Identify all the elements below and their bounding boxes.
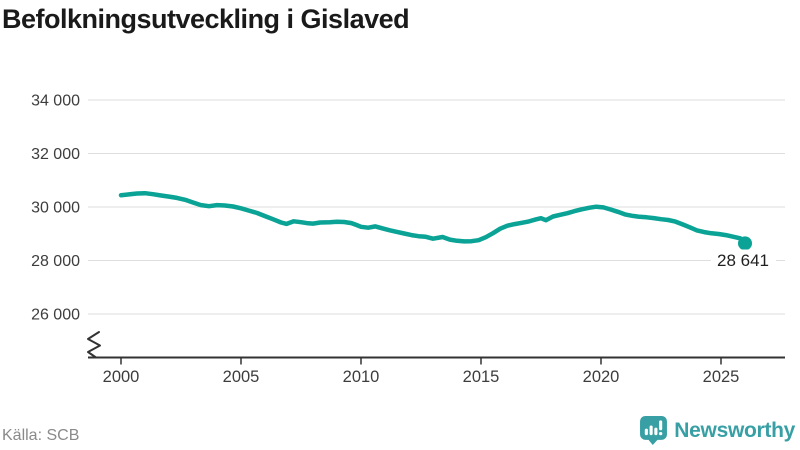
end-value-label: 28 641 (717, 251, 769, 270)
y-axis-label: 32 000 (31, 146, 80, 163)
y-axis-label: 26 000 (31, 307, 80, 324)
newsworthy-logo-text: Newsworthy (674, 418, 795, 442)
x-axis-label: 2005 (223, 368, 260, 386)
population-line (118, 190, 748, 246)
x-axis-label: 2020 (583, 368, 620, 386)
chart-title: Befolkningsutveckling i Gislaved (2, 4, 410, 34)
axis-break-icon (87, 331, 101, 359)
end-value-label-bg (711, 249, 776, 271)
x-axis-label: 2025 (703, 368, 740, 386)
y-axis-label: 28 000 (31, 253, 80, 270)
y-axis-label: 34 000 (31, 93, 80, 110)
x-axis-label: 2000 (103, 368, 140, 386)
newsworthy-logo-icon (640, 416, 668, 445)
x-axis-label: 2010 (343, 368, 380, 386)
source-text: Källa: SCB (2, 427, 80, 444)
x-axis-label: 2015 (463, 368, 500, 386)
y-axis-label: 30 000 (31, 200, 80, 217)
newsworthy-logo: Newsworthy (640, 416, 795, 445)
end-point-dot (738, 236, 752, 251)
population-line-chart: 26 000 28 000 30 000 32 000 34 000 2000 2005 20… (31, 93, 785, 386)
